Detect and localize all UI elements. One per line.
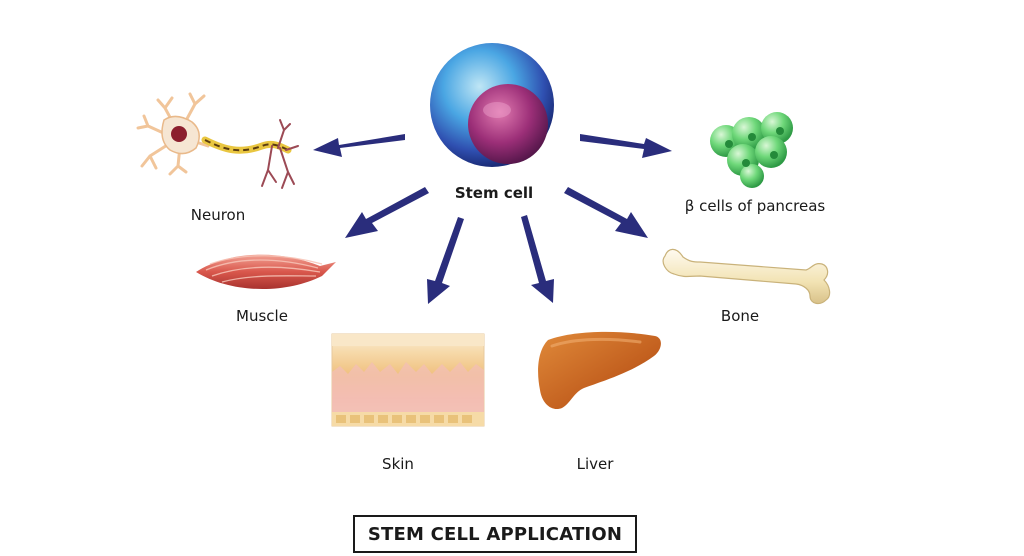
stem-cell <box>430 43 554 167</box>
bone-illustration <box>662 248 831 305</box>
arrow-to-neuron <box>313 134 405 157</box>
skin-label: Skin <box>382 455 414 473</box>
arrow-to-liver <box>521 215 554 303</box>
stem-cell-label: Stem cell <box>454 184 534 202</box>
neuron-label: Neuron <box>190 206 246 224</box>
bone-label: Bone <box>720 307 760 325</box>
muscle-label: Muscle <box>236 307 288 325</box>
muscle-illustration <box>196 254 336 290</box>
arrow-to-beta-cells <box>580 134 672 158</box>
diagram-caption: STEM CELL APPLICATION <box>353 515 637 553</box>
liver-illustration <box>538 331 661 410</box>
beta-cells-label: β cells of pancreas <box>684 197 826 215</box>
arrow-to-bone <box>564 187 648 238</box>
skin-illustration <box>331 333 485 427</box>
arrow-to-skin <box>427 217 464 304</box>
beta-cells-illustration <box>710 112 793 188</box>
arrows <box>313 134 672 304</box>
liver-label: Liver <box>576 455 614 473</box>
neuron-illustration <box>136 92 299 189</box>
arrow-to-muscle <box>345 187 429 238</box>
